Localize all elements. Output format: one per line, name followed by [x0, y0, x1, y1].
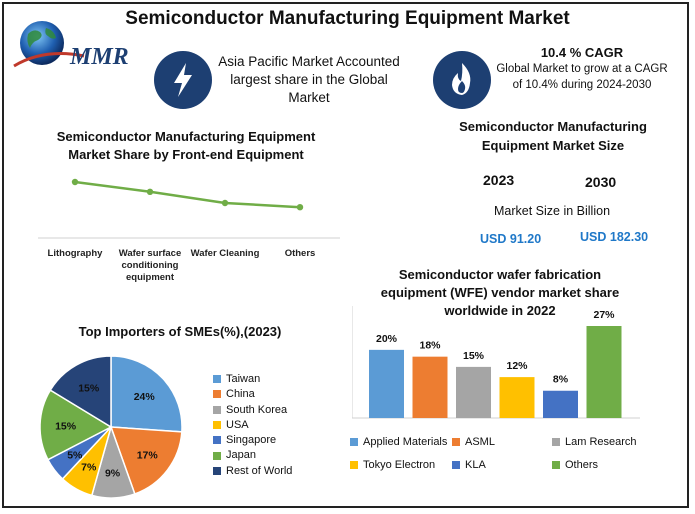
- logo-text: MMR: [70, 44, 129, 70]
- line-x-tick-label: Wafer surface conditioning equipment: [119, 248, 181, 283]
- flame-icon-badge: [433, 51, 491, 109]
- legend-swatch: [452, 461, 460, 470]
- pie-slice-label: 15%: [55, 420, 77, 432]
- legend-label: Tokyo Electron: [363, 459, 436, 471]
- bar-legend-item: Applied Materials: [350, 436, 447, 448]
- page-title: Semiconductor Manufacturing Equipment Ma…: [125, 8, 570, 29]
- legend-label: Taiwan: [226, 373, 261, 385]
- pie-legend-item: Rest of World: [213, 465, 292, 480]
- bar: [412, 356, 448, 418]
- line-x-tick-label: Wafer Cleaning: [191, 248, 260, 259]
- line-point: [146, 188, 154, 195]
- legend-swatch: [213, 420, 221, 429]
- cagr-text: Global Market to grow at a CAGR of 10.4%…: [496, 63, 668, 91]
- legend-swatch: [213, 436, 221, 445]
- pie-slice: [109, 426, 183, 495]
- bar-legend-item: Others: [552, 459, 598, 471]
- bar-chart: 20% 18% 15% 12% 8% 27%: [352, 306, 640, 419]
- bar: [456, 366, 491, 418]
- legend-label: ASML: [465, 436, 495, 448]
- year-2023: 2023: [483, 172, 515, 188]
- pie-slice-label: 9%: [105, 467, 121, 479]
- legend-label: Japan: [226, 449, 256, 462]
- pie-legend-item: Singapore: [213, 434, 292, 449]
- legend-swatch: [213, 390, 221, 399]
- line-chart: Lithography Wafer surface conditioning equi…: [38, 178, 340, 283]
- pie-slice-label: 5%: [67, 449, 83, 461]
- pie-slice-label: 15%: [78, 382, 100, 394]
- pie-legend-item: Taiwan: [213, 373, 292, 388]
- market-size-title: Semiconductor Manufacturing Equipment Ma…: [459, 119, 647, 153]
- legend-swatch: [213, 375, 221, 384]
- asia-pacific-text: Asia Pacific Market Accounted largest sh…: [218, 54, 400, 105]
- bar-value-label: 27%: [593, 309, 615, 321]
- bar-legend-item: Lam Research: [552, 436, 637, 448]
- pie-legend-item: South Korea: [213, 404, 292, 419]
- market-size-caption: Market Size in Billion: [494, 204, 611, 218]
- pie-slice: [39, 389, 113, 461]
- legend-swatch: [552, 438, 560, 447]
- bar-value-label: 12%: [506, 360, 528, 372]
- legend-swatch: [213, 405, 221, 414]
- legend-label: Applied Materials: [363, 436, 448, 448]
- line-x-tick-label: Lithography: [48, 248, 104, 259]
- bar: [369, 349, 404, 418]
- line-point: [296, 204, 304, 211]
- logo: MMR: [10, 18, 140, 76]
- line-chart-title: Semiconductor Manufacturing Equipment Ma…: [56, 129, 316, 162]
- line-x-tick-label: Others: [285, 248, 316, 259]
- bar-value-label: 15%: [463, 350, 485, 362]
- legend-swatch: [213, 451, 221, 460]
- legend-label: Lam Research: [565, 436, 637, 448]
- bar: [499, 377, 535, 418]
- legend-label: China: [226, 388, 255, 401]
- bar-legend-item: KLA: [452, 459, 486, 471]
- legend-swatch: [350, 438, 358, 447]
- globe-icon: [13, 21, 85, 68]
- legend-label: Rest of World: [226, 464, 293, 477]
- pie-legend-item: USA: [213, 419, 292, 434]
- legend-swatch: [350, 461, 358, 470]
- bar-value-label: 20%: [376, 333, 398, 345]
- pie-legend-item: Japan: [213, 449, 292, 464]
- page-border: [2, 2, 689, 508]
- line-point: [221, 199, 229, 207]
- legend-label: Singapore: [226, 434, 277, 447]
- pie-chart: 24% 17% 9% 7%5% 15% 15%: [39, 355, 183, 499]
- pie-legend: Taiwan China South Korea USA Singapore Japan R…: [213, 373, 292, 480]
- lightning-icon-badge: [154, 51, 212, 109]
- bar: [586, 326, 622, 418]
- year-2030: 2030: [585, 174, 617, 190]
- lightning-icon: [174, 63, 192, 97]
- usd-2023: USD 91.20: [480, 232, 542, 246]
- pie-slice-label: 24%: [134, 391, 156, 403]
- pie-slice-label: 17%: [137, 449, 159, 461]
- pie-slice-label: 7%: [81, 462, 97, 474]
- pie-chart-title: Top Importers of SMEs(%),(2023): [78, 324, 282, 339]
- line-point: [71, 178, 79, 186]
- bar: [543, 390, 578, 418]
- legend-label: KLA: [465, 459, 486, 471]
- bar-value-label: 18%: [419, 340, 441, 352]
- legend-swatch: [552, 461, 560, 470]
- pie-slice: [110, 355, 183, 433]
- bar-legend-item: ASML: [452, 436, 495, 448]
- legend-swatch: [452, 438, 460, 447]
- front-end-series-line: [74, 180, 301, 209]
- cagr-heading: 10.4 % CAGR: [540, 45, 624, 60]
- legend-label: Others: [565, 459, 599, 471]
- pie-slice: [49, 355, 112, 429]
- bar-value-label: 8%: [553, 374, 569, 386]
- bar-legend-item: Tokyo Electron: [350, 459, 435, 471]
- usd-2030: USD 182.30: [580, 230, 649, 244]
- legend-label: South Korea: [226, 403, 288, 416]
- bar-legend: Applied Materials ASML Lam Research Tokyo E…: [350, 436, 670, 476]
- bar-chart-title: Semiconductor wafer fabrication equipmen…: [380, 267, 620, 318]
- legend-label: USA: [226, 418, 249, 431]
- legend-swatch: [213, 466, 221, 475]
- flame-icon: [452, 63, 471, 95]
- pie-legend-item: China: [213, 388, 292, 403]
